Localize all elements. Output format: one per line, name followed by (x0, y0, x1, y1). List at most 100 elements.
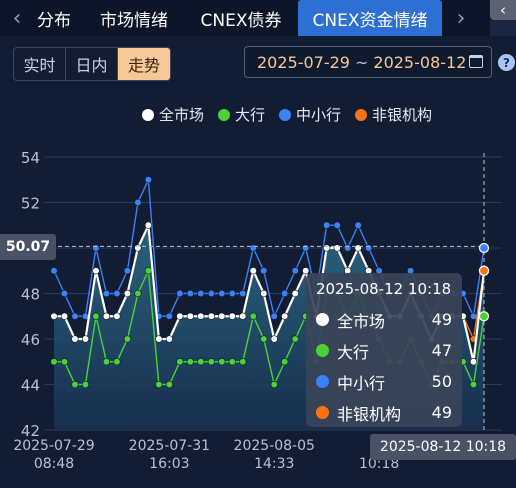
data-point-1[interactable] (123, 335, 132, 343)
data-point-1[interactable] (134, 289, 142, 298)
calendar-icon[interactable] (469, 55, 483, 68)
data-point-0[interactable] (260, 289, 268, 298)
data-point-2[interactable] (333, 221, 341, 229)
data-point-1[interactable] (281, 358, 289, 366)
data-point-2[interactable] (197, 289, 205, 298)
data-point-2[interactable] (344, 244, 352, 252)
data-point-2[interactable] (60, 289, 69, 298)
data-point-2[interactable] (207, 289, 215, 298)
data-point-2[interactable] (123, 267, 132, 275)
data-point-2[interactable] (228, 289, 236, 298)
legend-item-non-bank[interactable]: 非银机构 (355, 104, 432, 125)
data-point-2[interactable] (144, 176, 152, 184)
data-point-2[interactable] (92, 244, 100, 252)
data-point-0[interactable] (281, 312, 289, 320)
chevron-left-icon[interactable]: ‹ (490, 0, 516, 36)
data-point-1[interactable] (239, 358, 247, 366)
data-point-1[interactable] (102, 358, 111, 366)
data-point-1[interactable] (291, 335, 299, 343)
data-point-0[interactable] (186, 312, 194, 320)
data-point-0[interactable] (333, 244, 341, 252)
data-point-2[interactable] (323, 221, 331, 229)
data-point-0[interactable] (176, 312, 184, 320)
data-point-0[interactable] (239, 312, 247, 320)
tab-market-sentiment[interactable]: 市场情绪 (100, 10, 168, 31)
data-point-1[interactable] (113, 358, 121, 366)
data-point-0[interactable] (92, 267, 100, 275)
data-point-2[interactable] (281, 289, 289, 298)
data-point-2[interactable] (102, 289, 111, 298)
data-point-2[interactable] (186, 289, 194, 298)
data-point-1[interactable] (228, 358, 236, 366)
data-point-1[interactable] (207, 358, 215, 366)
chevron-left-icon[interactable]: ‹ (12, 5, 22, 31)
data-point-2[interactable] (176, 289, 184, 298)
data-point-1[interactable] (260, 335, 268, 343)
data-point-0[interactable] (270, 335, 278, 343)
data-point-1[interactable] (176, 358, 184, 366)
data-point-1[interactable] (50, 358, 58, 366)
data-point-0[interactable] (291, 289, 299, 298)
data-point-0[interactable] (207, 312, 215, 320)
data-point-2[interactable] (249, 244, 257, 252)
data-point-1[interactable] (270, 380, 278, 389)
data-point-0[interactable] (302, 267, 310, 275)
data-point-2[interactable] (218, 289, 226, 298)
data-point-0[interactable] (123, 289, 132, 298)
data-point-2[interactable] (113, 289, 121, 298)
data-point-1[interactable] (81, 380, 90, 389)
data-point-1[interactable] (165, 380, 173, 389)
data-point-0[interactable] (134, 244, 142, 252)
legend-item-small-banks[interactable]: 中小行 (279, 104, 341, 125)
tab-distribution[interactable]: 分布 (37, 10, 71, 31)
data-point-1[interactable] (249, 312, 257, 320)
help-icon[interactable]: ? (498, 54, 515, 71)
data-point-2[interactable] (365, 244, 373, 252)
data-point-2[interactable] (354, 221, 362, 229)
data-point-0[interactable] (354, 244, 362, 252)
data-point-2[interactable] (260, 267, 268, 275)
data-point-2[interactable] (71, 312, 79, 320)
legend-item-all-market[interactable]: 全市场 (142, 104, 204, 125)
data-point-0[interactable] (60, 312, 69, 320)
data-point-0[interactable] (102, 312, 111, 320)
mode-realtime-button[interactable]: 实时 (14, 48, 66, 80)
data-point-1[interactable] (92, 312, 100, 320)
data-point-0[interactable] (144, 221, 152, 229)
data-point-0[interactable] (218, 312, 226, 320)
data-point-1[interactable] (144, 267, 152, 275)
data-point-0[interactable] (113, 312, 121, 320)
date-range-picker[interactable]: 2025-07-29 ~ 2025-08-12 (244, 46, 492, 78)
mode-trend-button[interactable]: 走势 (118, 48, 170, 80)
legend-item-big-banks[interactable]: 大行 (218, 104, 265, 125)
data-point-0[interactable] (50, 312, 58, 320)
tab-cnex-fund-sentiment[interactable]: CNEX资金情绪 (298, 0, 442, 36)
data-point-0[interactable] (228, 312, 236, 320)
data-point-2[interactable] (302, 244, 310, 252)
data-point-2[interactable] (291, 267, 299, 275)
data-point-2[interactable] (469, 312, 478, 320)
data-point-2[interactable] (50, 267, 58, 275)
data-point-0[interactable] (197, 312, 205, 320)
data-point-1[interactable] (218, 358, 226, 366)
data-point-2[interactable] (270, 312, 278, 320)
data-point-2[interactable] (134, 198, 142, 207)
data-point-1[interactable] (197, 358, 205, 366)
data-point-1[interactable] (469, 380, 478, 389)
data-point-1[interactable] (186, 358, 194, 366)
data-point-0[interactable] (469, 358, 478, 366)
chevron-right-icon[interactable]: › (456, 5, 466, 31)
data-point-1[interactable] (71, 380, 79, 389)
data-point-0[interactable] (165, 335, 173, 343)
data-point-0[interactable] (81, 335, 90, 343)
data-point-0[interactable] (249, 267, 257, 275)
data-point-0[interactable] (323, 244, 331, 252)
mode-intraday-button[interactable]: 日内 (66, 48, 118, 80)
data-point-0[interactable] (155, 335, 163, 343)
data-point-1[interactable] (155, 380, 163, 389)
data-point-2[interactable] (165, 312, 173, 320)
data-point-2[interactable] (239, 289, 247, 298)
data-point-1[interactable] (60, 358, 69, 366)
data-point-0[interactable] (71, 335, 79, 343)
tab-cnex-bond[interactable]: CNEX债券 (200, 10, 282, 31)
